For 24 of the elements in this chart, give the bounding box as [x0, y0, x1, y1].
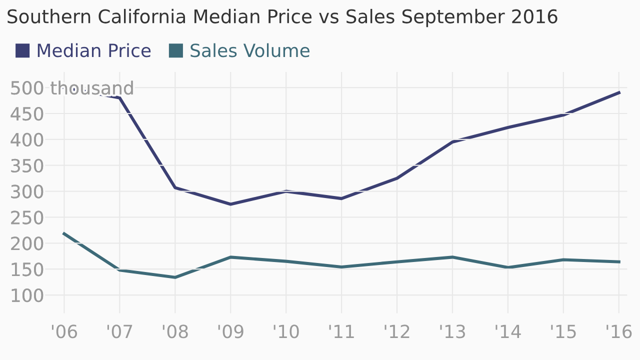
chart-title: Southern California Median Price vs Sales September 2016 — [8, 8, 558, 28]
line-series — [62, 232, 620, 279]
x-tick-label: '13 — [440, 324, 466, 338]
legend-label: Sales Volume — [190, 43, 310, 58]
x-tick-label: '08 — [162, 324, 188, 338]
x-tick-label: '07 — [107, 324, 132, 338]
y-tick-label: 250 — [11, 210, 44, 224]
x-tick-label: '09 — [218, 324, 244, 338]
x-tick-label: '16 — [606, 324, 632, 338]
y-tick-label: 450 — [10, 106, 44, 121]
x-tick-label: '14 — [496, 324, 521, 338]
x-tick-label: '15 — [551, 324, 576, 338]
y-tick-label: 350 — [11, 158, 44, 172]
y-tick-label: 100 — [12, 288, 44, 302]
y-tick-label: 300 — [11, 184, 44, 198]
x-tick-label: '06 — [52, 324, 78, 338]
y-tick-label: 150 — [12, 262, 44, 276]
legend-label: Median Price — [38, 43, 151, 58]
y-tick-label: 200 — [11, 236, 44, 250]
x-tick-label: '12 — [384, 324, 410, 338]
y-tick-label: 500 thousand — [11, 80, 133, 95]
x-tick-label: '10 — [274, 324, 299, 338]
y-tick-label: 400 — [10, 132, 44, 147]
x-tick-label: '11 — [329, 324, 354, 338]
